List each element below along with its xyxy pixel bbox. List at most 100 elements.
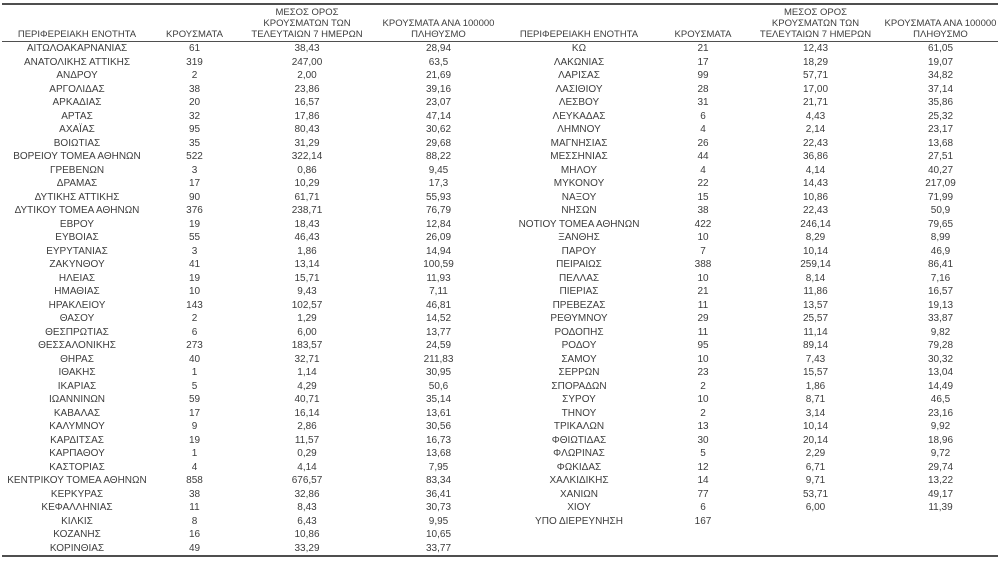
- region-cell: ΚΙΛΚΙΣ: [61, 515, 93, 527]
- region-cell: ΙΩΑΝΝΙΝΩΝ: [48, 394, 106, 405]
- header-per100k-right-line2: ΠΛΗΘΥΣΜΟ: [913, 29, 968, 40]
- avg7-cell: 32,71: [294, 353, 320, 365]
- region-cell: ΚΟΡΙΝΘΙΑΣ: [49, 542, 105, 554]
- cases-cell: 10: [697, 353, 709, 365]
- per100k-cell: 23,16: [927, 407, 954, 419]
- avg7-cell: 9,43: [297, 286, 317, 297]
- region-cell: ΤΗΝΟΥ: [561, 407, 597, 419]
- per100k-cell: 76,79: [425, 205, 452, 216]
- table-row: ΗΜΑΘΙΑΣ 10 9,43 7,11 ΠΙΕΡΙΑΣ 21 11,86 16,57: [2, 285, 998, 299]
- avg7-cell: 8,43: [297, 502, 317, 513]
- avg7-cell: 322,14: [291, 151, 323, 162]
- region-cell: ΣΕΡΡΩΝ: [558, 367, 600, 378]
- avg7-cell: 6,71: [805, 461, 826, 473]
- per100k-cell: 21,69: [425, 70, 452, 81]
- cases-cell: 95: [697, 340, 709, 351]
- per100k-cell: 63,5: [428, 56, 449, 68]
- cases-cell: 23: [697, 367, 709, 378]
- per100k-cell: 30,62: [425, 124, 452, 135]
- avg7-cell: 10,14: [802, 421, 829, 432]
- cases-cell: 11: [189, 502, 200, 513]
- cases-cell: 11: [697, 326, 709, 338]
- avg7-cell: 25,57: [802, 313, 829, 324]
- region-cell: ΔΥΤΙΚΟΥ ΤΟΜΕΑ ΑΘΗΝΩΝ: [14, 205, 140, 216]
- cases-cell: 3: [191, 164, 198, 176]
- per100k-cell: 33,77: [425, 542, 452, 554]
- avg7-cell: 4,43: [805, 110, 826, 122]
- table-row: ΘΕΣΠΡΩΤΙΑΣ 6 6,00 13,77 ΡΟΔΟΠΗΣ 11 11,14 9,82: [2, 326, 998, 340]
- table-row: ΚΙΛΚΙΣ 8 6,43 9,95 ΥΠΟ ΔΙΕΡΕΥΝΗΣΗ 167: [2, 515, 998, 529]
- header-cases-left: ΚΡΟΥΣΜΑΤΑ: [152, 4, 237, 42]
- per100k-cell: 47,14: [425, 110, 452, 122]
- cases-cell: 59: [188, 394, 201, 405]
- avg7-cell: 15,57: [802, 367, 829, 378]
- cases-cell: 22: [697, 178, 709, 189]
- table-header: ΠΕΡΙΦΕΡΕΙΑΚΗ ΕΝΟΤΗΤΑ ΚΡΟΥΣΜΑΤΑ ΜΕΣΟΣ ΟΡΟ…: [2, 4, 998, 42]
- region-cell: ΦΘΙΩΤΙΔΑΣ: [551, 434, 607, 446]
- region-cell: ΦΩΚΙΔΑΣ: [556, 461, 602, 473]
- cases-cell: 38: [188, 488, 201, 500]
- region-cell: ΔΡΑΜΑΣ: [56, 178, 98, 189]
- avg7-cell: 4,29: [297, 380, 317, 392]
- header-per100k-left-line1: ΚΡΟΥΣΜΑΤΑ ΑΝΑ 100000: [382, 18, 495, 29]
- per100k-cell: 9,95: [428, 515, 449, 527]
- avg7-cell: 1,86: [805, 380, 826, 392]
- region-cell: ΠΑΡΟΥ: [561, 245, 597, 257]
- region-cell: ΧΑΛΚΙΔΙΚΗΣ: [549, 475, 609, 486]
- region-cell: ΑΝΔΡΟΥ: [56, 70, 98, 81]
- region-cell: ΜΕΣΣΗΝΙΑΣ: [550, 151, 608, 162]
- avg7-cell: 11,57: [294, 434, 320, 446]
- avg7-cell: 9,71: [805, 475, 826, 486]
- cases-cell: 14: [697, 475, 709, 486]
- per100k-cell: 19,13: [927, 299, 954, 311]
- table-row: ΚΕΡΚΥΡΑΣ 38 32,86 36,41 ΧΑΝΙΩΝ 77 53,71 49,17: [2, 488, 998, 502]
- cases-cell: 13: [697, 421, 709, 432]
- per100k-cell: 61,05: [927, 43, 954, 54]
- cases-cell: 5: [191, 380, 198, 392]
- avg7-cell: 246,14: [800, 218, 831, 230]
- region-cell: ΣΠΟΡΑΔΩΝ: [551, 380, 607, 392]
- header-row: ΠΕΡΙΦΕΡΕΙΑΚΗ ΕΝΟΤΗΤΑ ΚΡΟΥΣΜΑΤΑ ΜΕΣΟΣ ΟΡΟ…: [2, 4, 998, 42]
- header-avg7-right-line1: ΜΕΣΟΣ ΟΡΟΣ: [783, 7, 847, 18]
- table-row: ΖΑΚΥΝΘΟΥ 41 13,14 100,59 ΠΕΙΡΑΙΩΣ 388 259,14 86…: [2, 258, 998, 272]
- avg7-cell: 61,71: [294, 191, 320, 203]
- avg7-cell: 15,71: [294, 272, 320, 284]
- avg7-cell: 38,43: [294, 43, 320, 54]
- avg7-cell: 2,29: [805, 448, 826, 459]
- table-row: ΕΥΡΥΤΑΝΙΑΣ 3 1,86 14,94 ΠΑΡΟΥ 7 10,14 46,9: [2, 245, 998, 259]
- avg7-cell: 3,14: [805, 407, 826, 419]
- table-row: ΔΥΤΙΚΗΣ ΑΤΤΙΚΗΣ 90 61,71 55,93 ΝΑΞΟΥ 15 10,86 7…: [2, 191, 998, 205]
- region-cell: ΕΥΒΟΙΑΣ: [55, 232, 99, 243]
- region-cell: ΚΩ: [571, 43, 587, 54]
- header-region-left-label: ΠΕΡΙΦΕΡΕΙΑΚΗ ΕΝΟΤΗΤΑ: [17, 29, 137, 40]
- per100k-cell: 50,9: [930, 205, 951, 216]
- region-cell: ΡΕΘΥΜΝΟΥ: [550, 313, 608, 324]
- region-cell: ΚΑΛΥΜΝΟΥ: [49, 421, 105, 432]
- cases-cell: 17: [697, 56, 709, 68]
- per100k-cell: 46,5: [930, 394, 951, 405]
- avg7-cell: 2,14: [805, 124, 826, 135]
- region-cell: ΛΕΥΚΑΔΑΣ: [552, 110, 606, 122]
- per100k-cell: 79,65: [927, 218, 954, 230]
- region-cell: ΛΑΡΙΣΑΣ: [558, 70, 600, 81]
- region-cell: ΘΕΣΠΡΩΤΙΑΣ: [45, 326, 109, 338]
- per100k-cell: 33,87: [927, 313, 954, 324]
- per100k-cell: 39,16: [425, 83, 452, 95]
- cases-cell: 28: [697, 83, 709, 95]
- cases-cell: 55: [188, 232, 201, 243]
- per100k-cell: 19,07: [927, 56, 954, 68]
- per100k-cell: 27,51: [927, 151, 954, 162]
- cases-cell: 6: [191, 326, 198, 338]
- cases-cell: 20: [188, 97, 201, 108]
- per100k-cell: 13,68: [425, 448, 452, 459]
- region-cell: ΓΡΕΒΕΝΩΝ: [49, 164, 105, 176]
- cases-cell: 12: [697, 461, 709, 473]
- avg7-cell: 102,57: [291, 299, 323, 311]
- avg7-cell: 259,14: [800, 259, 831, 270]
- region-cell: ΠΡΕΒΕΖΑΣ: [552, 299, 606, 311]
- region-cell: ΑΡΓΟΛΙΔΑΣ: [49, 83, 105, 95]
- cases-cell: 167: [694, 515, 712, 527]
- avg7-cell: 36,86: [802, 151, 829, 162]
- table-row: ΚΑΛΥΜΝΟΥ 9 2,86 30,56 ΤΡΙΚΑΛΩΝ 13 10,14 9,92: [2, 420, 998, 434]
- table-row: ΔΡΑΜΑΣ 17 10,29 17,3 ΜΥΚΟΝΟΥ 22 14,43 217,09: [2, 177, 998, 191]
